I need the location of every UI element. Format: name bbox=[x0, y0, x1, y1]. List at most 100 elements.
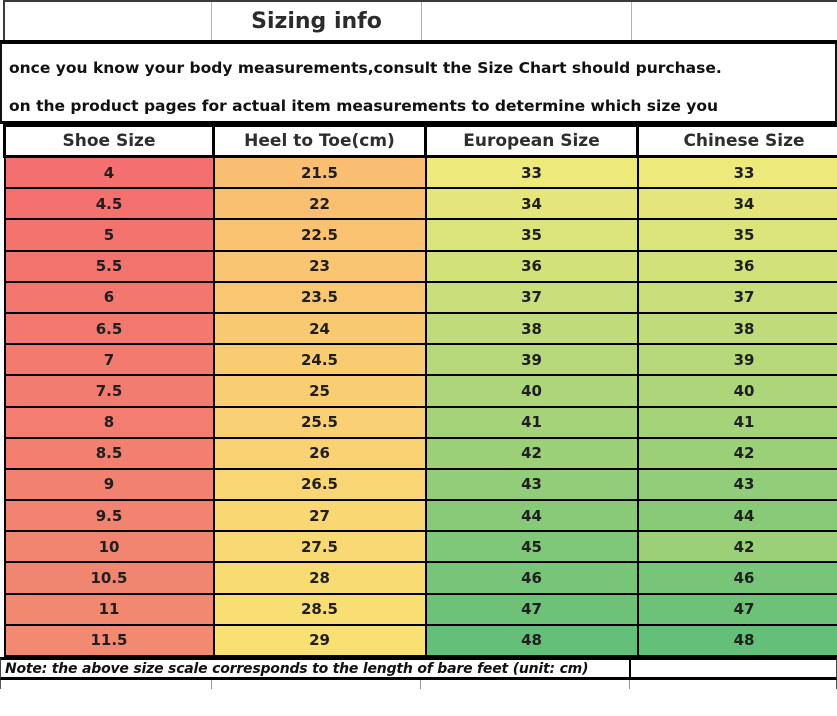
size-cell: 48 bbox=[424, 623, 639, 658]
size-cell: 33 bbox=[424, 155, 639, 190]
size-cell: 40 bbox=[424, 374, 639, 408]
partial-cell bbox=[0, 680, 212, 689]
size-cell: 34 bbox=[424, 187, 639, 221]
size-cell: 6 bbox=[3, 280, 215, 314]
size-cell: 8 bbox=[3, 405, 215, 439]
size-cell: 28.5 bbox=[212, 592, 427, 626]
size-cell: 7 bbox=[3, 343, 215, 377]
note-row: Note: the above size scale corresponds t… bbox=[0, 657, 837, 680]
table-row: 5.5 23 36 36 bbox=[3, 249, 837, 283]
size-cell: 23.5 bbox=[212, 280, 427, 314]
table-row: 6.5 24 38 38 bbox=[3, 311, 837, 346]
size-cell: 26 bbox=[212, 436, 427, 470]
partial-bottom-row bbox=[0, 680, 837, 689]
size-cell: 41 bbox=[636, 405, 837, 439]
size-cell: 23 bbox=[212, 249, 427, 283]
header-chinese-size: Chinese Size bbox=[636, 124, 837, 158]
note-empty-cell bbox=[631, 660, 836, 677]
size-cell: 28 bbox=[212, 561, 427, 595]
size-cell: 40 bbox=[636, 374, 837, 408]
size-cell: 22 bbox=[212, 187, 427, 221]
size-cell: 44 bbox=[636, 499, 837, 533]
size-cell: 36 bbox=[424, 249, 639, 283]
size-cell: 42 bbox=[636, 530, 837, 564]
size-cell: 24.5 bbox=[212, 343, 427, 377]
title-empty-cell-mid bbox=[421, 1, 632, 40]
table-row: 11 28.5 47 47 bbox=[3, 592, 837, 626]
size-cell: 10 bbox=[3, 530, 215, 564]
size-cell: 27 bbox=[212, 499, 427, 533]
size-cell: 41 bbox=[424, 405, 639, 439]
table-row: 8 25.5 41 41 bbox=[3, 405, 837, 439]
size-cell: 33 bbox=[636, 155, 837, 190]
size-cell: 46 bbox=[636, 561, 837, 595]
size-cell: 29 bbox=[212, 623, 427, 658]
size-cell: 42 bbox=[636, 436, 837, 470]
table-row: 8.5 26 42 42 bbox=[3, 436, 837, 470]
size-cell: 21.5 bbox=[212, 155, 427, 190]
size-cell: 22.5 bbox=[212, 218, 427, 252]
size-cell: 24 bbox=[212, 311, 427, 346]
size-table: Shoe Size Heel to Toe(cm) European Size … bbox=[3, 124, 837, 658]
table-row: 10.5 28 46 46 bbox=[3, 561, 837, 595]
size-cell: 5 bbox=[3, 218, 215, 252]
title-empty-cell-right bbox=[631, 1, 837, 40]
size-cell: 36 bbox=[636, 249, 837, 283]
table-row: 10 27.5 45 42 bbox=[3, 530, 837, 564]
size-cell: 5.5 bbox=[3, 249, 215, 283]
size-cell: 35 bbox=[424, 218, 639, 252]
size-cell: 44 bbox=[424, 499, 639, 533]
size-cell: 25 bbox=[212, 374, 427, 408]
size-cell: 11 bbox=[3, 592, 215, 626]
title-row: Sizing info bbox=[3, 0, 837, 40]
size-cell: 47 bbox=[636, 592, 837, 626]
table-row: 7 24.5 39 39 bbox=[3, 343, 837, 377]
table-row: 9 26.5 43 43 bbox=[3, 467, 837, 502]
size-cell: 26.5 bbox=[212, 467, 427, 502]
table-row: 11.5 29 48 48 bbox=[3, 623, 837, 658]
size-cell: 46 bbox=[424, 561, 639, 595]
size-cell: 10.5 bbox=[3, 561, 215, 595]
header-heel-to-toe: Heel to Toe(cm) bbox=[212, 124, 427, 158]
size-table-body: 4 21.5 33 33 4.5 22 34 34 5 22.5 35 35 5.5 23 36 36 6 23.… bbox=[3, 155, 837, 658]
size-cell: 6.5 bbox=[3, 311, 215, 346]
size-cell: 48 bbox=[636, 623, 837, 658]
intro-line-1: once you know your body measurements,con… bbox=[9, 59, 722, 77]
intro-block: once you know your body measurements,con… bbox=[0, 44, 837, 124]
size-cell: 38 bbox=[636, 311, 837, 346]
intro-line-2: on the product pages for actual item mea… bbox=[9, 97, 719, 115]
title-empty-cell-left bbox=[3, 1, 212, 40]
size-cell: 39 bbox=[424, 343, 639, 377]
size-cell: 9.5 bbox=[3, 499, 215, 533]
partial-cell bbox=[212, 680, 421, 689]
header-european-size: European Size bbox=[424, 124, 639, 158]
size-cell: 11.5 bbox=[3, 623, 215, 658]
partial-cell bbox=[421, 680, 630, 689]
header-shoe-size: Shoe Size bbox=[3, 124, 215, 158]
size-cell: 27.5 bbox=[212, 530, 427, 564]
note-text: Note: the above size scale corresponds t… bbox=[1, 660, 631, 677]
size-cell: 47 bbox=[424, 592, 639, 626]
table-row: 9.5 27 44 44 bbox=[3, 499, 837, 533]
size-cell: 45 bbox=[424, 530, 639, 564]
size-cell: 37 bbox=[636, 280, 837, 314]
size-cell: 38 bbox=[424, 311, 639, 346]
size-cell: 43 bbox=[424, 467, 639, 502]
page-title: Sizing info bbox=[211, 1, 422, 40]
size-cell: 35 bbox=[636, 218, 837, 252]
size-cell: 4 bbox=[3, 155, 215, 190]
size-cell: 39 bbox=[636, 343, 837, 377]
partial-cell bbox=[630, 680, 837, 689]
table-row: 4 21.5 33 33 bbox=[3, 155, 837, 190]
size-cell: 4.5 bbox=[3, 187, 215, 221]
size-cell: 7.5 bbox=[3, 374, 215, 408]
size-cell: 34 bbox=[636, 187, 837, 221]
size-cell: 43 bbox=[636, 467, 837, 502]
size-cell: 25.5 bbox=[212, 405, 427, 439]
size-cell: 37 bbox=[424, 280, 639, 314]
title-divider bbox=[0, 40, 837, 44]
table-row: 5 22.5 35 35 bbox=[3, 218, 837, 252]
table-row: 6 23.5 37 37 bbox=[3, 280, 837, 314]
table-row: 4.5 22 34 34 bbox=[3, 187, 837, 221]
